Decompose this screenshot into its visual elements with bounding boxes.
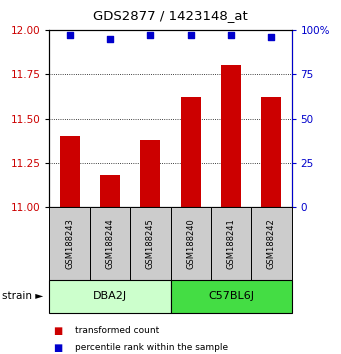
Bar bbox=[60, 136, 80, 207]
Bar bbox=[221, 65, 241, 207]
Text: ■: ■ bbox=[53, 343, 62, 353]
Text: GSM188245: GSM188245 bbox=[146, 218, 155, 269]
Text: GSM188240: GSM188240 bbox=[186, 218, 195, 269]
Text: GSM188241: GSM188241 bbox=[226, 218, 236, 269]
Bar bbox=[140, 140, 160, 207]
Bar bbox=[181, 97, 201, 207]
Text: ■: ■ bbox=[53, 326, 62, 336]
Text: percentile rank within the sample: percentile rank within the sample bbox=[75, 343, 228, 352]
Text: DBA2J: DBA2J bbox=[93, 291, 127, 302]
Point bbox=[269, 34, 274, 40]
Text: strain ►: strain ► bbox=[2, 291, 43, 302]
Point bbox=[188, 33, 193, 38]
Bar bbox=[261, 97, 281, 207]
Point bbox=[107, 36, 113, 42]
Text: GDS2877 / 1423148_at: GDS2877 / 1423148_at bbox=[93, 9, 248, 22]
Point bbox=[148, 33, 153, 38]
Text: GSM188244: GSM188244 bbox=[105, 218, 115, 269]
Point bbox=[228, 33, 234, 38]
Text: GSM188242: GSM188242 bbox=[267, 218, 276, 269]
Bar bbox=[100, 175, 120, 207]
Text: transformed count: transformed count bbox=[75, 326, 159, 336]
Text: C57BL6J: C57BL6J bbox=[208, 291, 254, 302]
Point bbox=[67, 33, 72, 38]
Text: GSM188243: GSM188243 bbox=[65, 218, 74, 269]
